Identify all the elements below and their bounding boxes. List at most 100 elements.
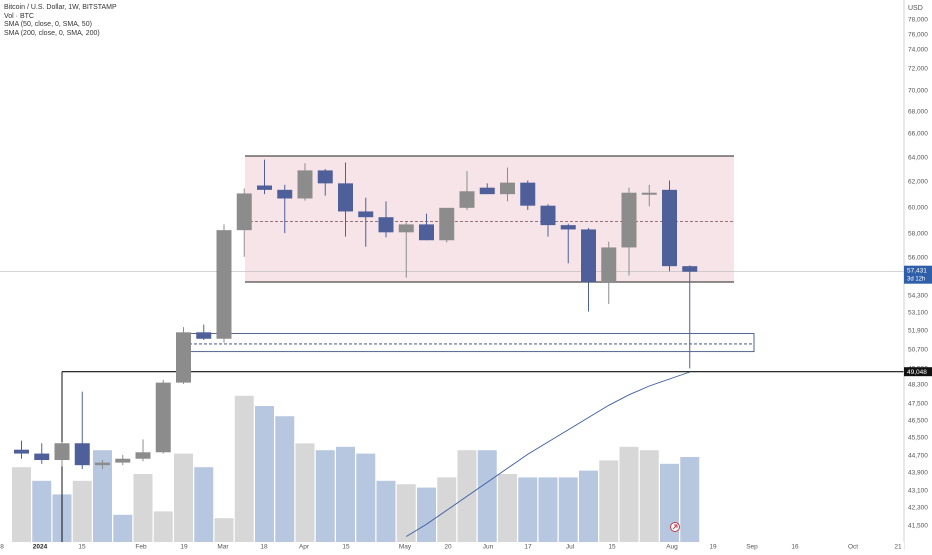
volume-bar bbox=[194, 467, 214, 542]
candle-body[interactable] bbox=[236, 193, 252, 231]
volume-bar bbox=[174, 453, 193, 542]
time-tick-label: 19 bbox=[180, 544, 188, 551]
volume-bar bbox=[376, 480, 396, 542]
volume-bar bbox=[214, 518, 234, 542]
time-tick-label: Jul bbox=[566, 544, 575, 551]
candle-body[interactable] bbox=[338, 183, 353, 212]
candle-body[interactable] bbox=[176, 332, 191, 383]
price-tick-label: 48,300 bbox=[908, 382, 928, 389]
candle-body[interactable] bbox=[277, 189, 293, 199]
price-tick-label: 43,900 bbox=[908, 470, 928, 477]
candle-body[interactable] bbox=[115, 458, 131, 463]
volume-bar bbox=[93, 450, 112, 542]
candle-body[interactable] bbox=[641, 192, 657, 195]
event-icon-arrow bbox=[672, 524, 678, 530]
candle-body[interactable] bbox=[682, 266, 698, 272]
volume-bar bbox=[356, 453, 376, 542]
volume-bar bbox=[133, 474, 153, 542]
time-tick-label: May bbox=[399, 544, 412, 551]
price-tick-label: 41,500 bbox=[908, 523, 928, 530]
volume-bar bbox=[639, 450, 659, 542]
time-tick-label: Apr bbox=[299, 544, 310, 551]
time-tick-label: 20 bbox=[444, 544, 452, 551]
time-tick-label: 17 bbox=[524, 544, 532, 551]
candle-body[interactable] bbox=[601, 247, 617, 282]
candle-body[interactable] bbox=[216, 230, 232, 339]
price-labels: 57,431 3d 12h 49,048 bbox=[904, 265, 932, 377]
volume-bar bbox=[72, 480, 92, 542]
candle-body[interactable] bbox=[439, 207, 455, 241]
candle-body[interactable] bbox=[378, 217, 394, 233]
price-tick-label: 50,700 bbox=[908, 347, 928, 354]
price-tick-label: 70,000 bbox=[908, 88, 928, 95]
candle-body[interactable] bbox=[317, 170, 333, 184]
legend-volume[interactable]: Vol · BTC bbox=[4, 12, 34, 20]
candle-body[interactable] bbox=[662, 189, 677, 267]
volume-bar bbox=[113, 514, 133, 542]
time-tick-label: 2024 bbox=[33, 544, 48, 551]
time-tick-label: Mar bbox=[217, 544, 229, 551]
volume-bar bbox=[437, 477, 457, 542]
volume-bar bbox=[619, 446, 639, 542]
legend-sma-200[interactable]: SMA (200, close, 0, SMA, 200) bbox=[4, 29, 100, 37]
candles[interactable] bbox=[14, 159, 698, 470]
volume-bar bbox=[12, 467, 31, 542]
time-tick-label: 16 bbox=[791, 544, 799, 551]
candle-body[interactable] bbox=[257, 185, 272, 190]
candle-body[interactable] bbox=[14, 449, 29, 454]
candle-body[interactable] bbox=[155, 382, 171, 453]
candle-body[interactable] bbox=[398, 224, 414, 233]
time-tick-label: 18 bbox=[260, 544, 268, 551]
price-tick-label: 46,500 bbox=[908, 418, 928, 425]
time-tick-label: Jun bbox=[483, 544, 494, 551]
price-tick-label: 74,000 bbox=[908, 47, 928, 54]
candle-body[interactable] bbox=[621, 192, 637, 248]
price-tick-label: 42,300 bbox=[908, 505, 928, 512]
current-price-value: 57,431 bbox=[907, 268, 927, 275]
volume-bar bbox=[680, 457, 700, 542]
volume-bar bbox=[417, 487, 436, 542]
candle-body[interactable] bbox=[297, 170, 313, 199]
chart-legend: Bitcoin / U.S. Dollar, 1W, BITSTAMP Vol … bbox=[4, 4, 117, 38]
candle-body[interactable] bbox=[419, 224, 434, 241]
candle-body[interactable] bbox=[74, 443, 90, 466]
candle-body[interactable] bbox=[500, 182, 515, 195]
current-price-tag bbox=[904, 265, 932, 284]
candle-body[interactable] bbox=[95, 462, 110, 466]
volume-bar bbox=[558, 477, 578, 542]
legend-sma-50[interactable]: SMA (50, close, 0, SMA, 50) bbox=[4, 21, 92, 29]
volume-bar bbox=[315, 450, 335, 542]
volume-bar bbox=[498, 474, 517, 542]
time-axis-bg bbox=[0, 542, 904, 550]
price-tick-label: 72,000 bbox=[908, 66, 928, 73]
chart-icons bbox=[670, 522, 680, 532]
time-tick-label: 19 bbox=[709, 544, 717, 551]
time-tick-label: 15 bbox=[608, 544, 616, 551]
time-tick-label: 15 bbox=[78, 544, 86, 551]
volume-bar bbox=[153, 511, 173, 542]
sma-200-line bbox=[406, 371, 690, 537]
candle-body[interactable] bbox=[520, 182, 536, 206]
candle-body[interactable] bbox=[196, 332, 212, 339]
candle-body[interactable] bbox=[560, 225, 576, 230]
candle-body[interactable] bbox=[479, 187, 495, 195]
volume-bar bbox=[32, 480, 52, 542]
time-tick-label: Oct bbox=[848, 544, 858, 551]
price-tick-label: 64,000 bbox=[908, 155, 928, 162]
candle-body[interactable] bbox=[581, 229, 596, 282]
time-axis[interactable]: 8 2024 15 Feb 19 Mar 18 Apr 15 May 20 Jun 17 Jul 15 Aug… bbox=[0, 542, 904, 551]
volume-bar bbox=[275, 416, 295, 542]
legend-title[interactable]: Bitcoin / U.S. Dollar, 1W, BITSTAMP bbox=[4, 4, 117, 11]
price-tick-label: 76,000 bbox=[908, 32, 928, 39]
candle-body[interactable] bbox=[135, 452, 151, 459]
candle-body[interactable] bbox=[358, 211, 374, 218]
candle-body[interactable] bbox=[54, 443, 70, 461]
price-tick-label: 44,700 bbox=[908, 453, 928, 460]
volume-bar bbox=[477, 450, 497, 542]
candle-body[interactable] bbox=[34, 453, 50, 461]
volume-bar bbox=[579, 470, 598, 542]
candle-body[interactable] bbox=[459, 191, 475, 208]
candle-body[interactable] bbox=[540, 205, 556, 226]
